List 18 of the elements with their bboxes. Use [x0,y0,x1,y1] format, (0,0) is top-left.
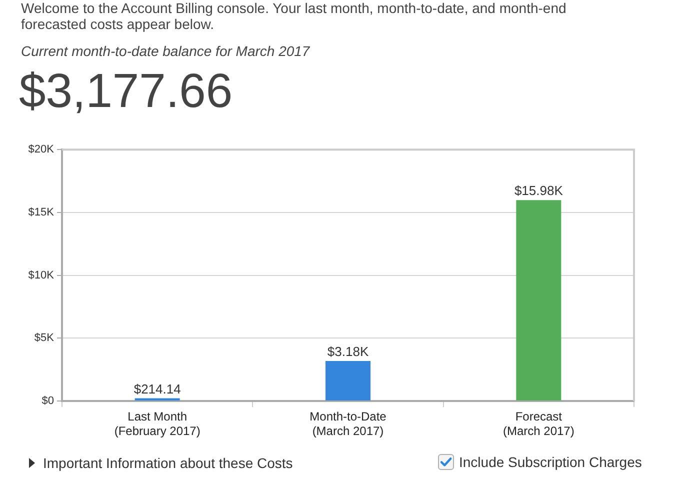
y-tick-label: $20K [28,144,55,156]
data-label: $214.14 [134,381,181,396]
y-tick-label: $10K [28,269,55,282]
text: Current month-to-date balance for March 2017 [21,43,310,59]
x-tick-label: Forecast (March 2017) [502,410,574,438]
bar [516,200,562,400]
bar [326,361,370,400]
text: Welcome to the Account Billing console. Your last month, month-to-date, and month-end forecasted costs appear below. [21,0,568,32]
y-tick-label: $0 [42,395,54,408]
y-tick-label: $15K [28,206,55,218]
text: Important Information about these Costs [43,454,293,472]
x-tick-label: Last Month (February 2017) [114,410,200,438]
y-tick-label: $5K [34,332,55,344]
x-tick-label: Month-to-Date (March 2017) [310,410,387,438]
data-label: $3.18K [327,344,369,360]
data-label: $15.98K [514,183,564,198]
text: Include Subscription Charges [459,453,642,471]
text: $3,177.66 [19,64,233,120]
